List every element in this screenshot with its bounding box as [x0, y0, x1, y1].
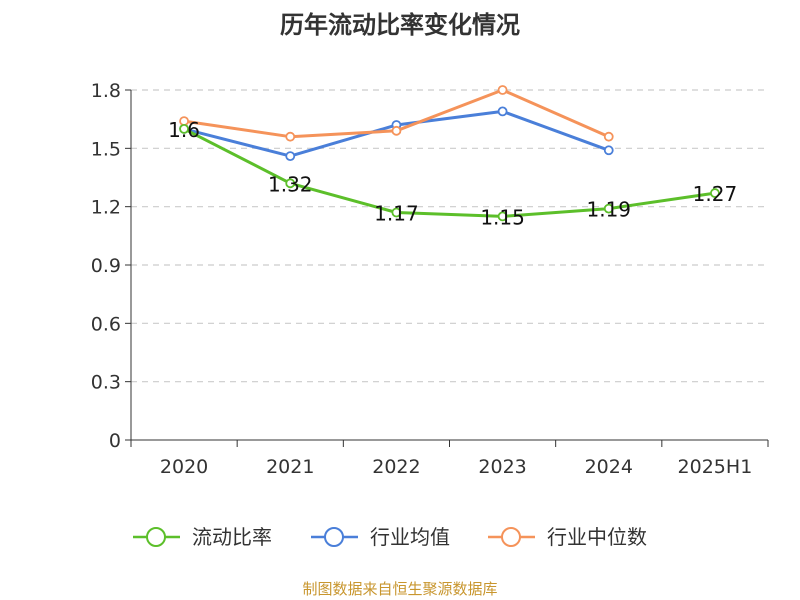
chart-title: 历年流动比率变化情况 — [280, 11, 520, 39]
x-tick-label: 2020 — [160, 456, 208, 478]
legend-marker — [324, 527, 344, 547]
data-point — [285, 131, 296, 142]
legend-marker — [501, 527, 521, 547]
data-label: 1.27 — [693, 182, 738, 206]
legend-label: 流动比率 — [192, 525, 272, 549]
data-point — [285, 151, 296, 162]
axes: 0 0.3 0.6 0.9 1.2 1.5 1.8 2020 2021 2022 2023 2024 2… — [91, 80, 769, 478]
data-labels: 1.6 1.32 1.17 1.15 1.19 1.27 — [168, 118, 737, 230]
data-point — [603, 145, 614, 156]
legend-label: 行业均值 — [370, 525, 450, 549]
y-tick-label: 1.8 — [91, 80, 121, 102]
data-label: 1.32 — [268, 172, 313, 196]
x-tick-label: 2023 — [478, 456, 526, 478]
data-point — [497, 106, 508, 117]
x-tick-label: 2025H1 — [678, 456, 753, 478]
data-point — [391, 207, 402, 218]
data-point — [179, 123, 189, 134]
data-point — [710, 188, 720, 198]
y-tick-label: 1.5 — [91, 138, 121, 160]
series-line — [183, 127, 716, 218]
y-tick-label: 1.2 — [91, 197, 121, 219]
data-point — [497, 85, 508, 95]
y-tick-label: 0 — [109, 430, 121, 452]
x-tick-label: 2022 — [372, 456, 420, 478]
series-layer — [179, 85, 720, 222]
data-point — [391, 125, 402, 136]
y-tick-label: 0.3 — [91, 372, 121, 394]
data-point — [603, 203, 614, 214]
data-label: 1.17 — [374, 202, 419, 226]
x-tick-label: 2021 — [266, 456, 314, 478]
legend-marker — [146, 527, 166, 547]
data-label: 1.19 — [586, 198, 631, 222]
source-note: 制图数据来自恒生聚源数据库 — [302, 580, 497, 598]
data-label: 1.15 — [480, 205, 525, 229]
legend: 流动比率 行业均值 行业中位数 — [133, 525, 647, 549]
x-tick-label: 2024 — [585, 456, 633, 478]
legend-label: 行业中位数 — [547, 525, 647, 549]
data-point — [603, 131, 614, 142]
y-tick-label: 0.6 — [91, 313, 121, 335]
data-label: 1.6 — [168, 118, 200, 142]
data-point — [497, 211, 508, 222]
y-tick-label: 0.9 — [91, 255, 121, 277]
gridlines — [131, 89, 768, 383]
data-point — [285, 178, 296, 189]
